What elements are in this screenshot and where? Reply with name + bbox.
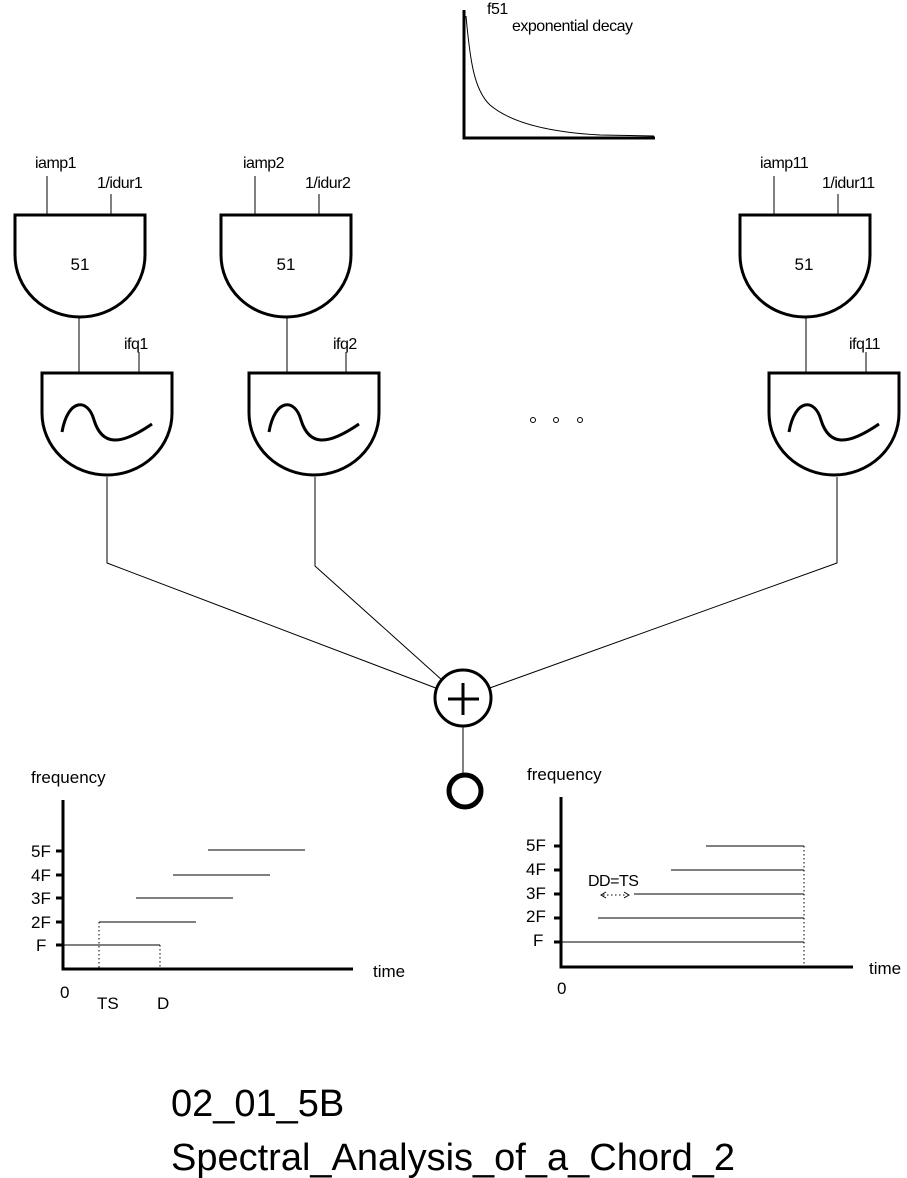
- graph-right-ylabel: frequency: [527, 765, 602, 784]
- decay-caption: exponential decay: [512, 18, 633, 35]
- graph-right-xlabel: time: [869, 959, 901, 978]
- graph-left-xlabel: time: [373, 962, 405, 981]
- voice-11-freq-label: ifq11: [849, 336, 881, 353]
- voice-1-sine-icon: [60, 403, 153, 442]
- decay-curve: [465, 15, 655, 137]
- voice-2: iamp2 1/idur2 51 ifq2: [219, 155, 463, 699]
- voice-2-output-line: [314, 477, 463, 699]
- graph-left: frequency time 5F 4F 3F 2F F 0 TS D: [31, 768, 405, 1013]
- graph-right-ytick-2F: 2F: [526, 907, 546, 926]
- graph-left-ytick-5F: 5F: [31, 842, 51, 861]
- graph-left-ytick-F: F: [36, 936, 46, 955]
- graph-left-ytick-2F: 2F: [31, 913, 51, 932]
- voice-1-amp-label: iamp1: [35, 155, 77, 172]
- voice-2-amp-label: iamp2: [243, 155, 285, 172]
- voice-1-freq-label: ifq1: [124, 336, 148, 353]
- ellipsis: [530, 417, 583, 423]
- voice-1-table-number: 51: [71, 255, 90, 274]
- voice-2-oscillator-unit: [247, 371, 381, 477]
- voice-2-freq-label: ifq2: [333, 336, 357, 353]
- caption-title: Spectral_Analysis_of_a_Chord_2: [171, 1137, 735, 1178]
- graph-right-arrowhead-left: [600, 891, 607, 899]
- voice-11-amp-label: iamp11: [760, 155, 809, 172]
- graph-left-axes: [61, 800, 353, 971]
- graph-left-ylabel: frequency: [31, 768, 106, 787]
- graph-left-xtick-TS: TS: [97, 994, 119, 1013]
- voice-2-table-number: 51: [277, 255, 296, 274]
- voice-11-sine-icon: [787, 403, 880, 442]
- voice-11-envelope-unit: [738, 213, 872, 319]
- voice-2-envelope-unit: [219, 213, 353, 319]
- decay-plot: f51 exponential decay: [462, 1, 655, 140]
- graph-right: frequency time 5F 4F 3F 2F F DD=TS 0: [526, 765, 901, 998]
- graph-right-ytick-4F: 4F: [526, 860, 546, 879]
- voice-2-dur-label: 1/idur2: [305, 175, 351, 192]
- decay-table-label: f51: [487, 1, 508, 18]
- voice-11-dur-label: 1/idur11: [822, 175, 875, 192]
- graph-right-ytick-5F: 5F: [526, 836, 546, 855]
- voice-1-oscillator-unit: [40, 371, 174, 477]
- graph-left-ytick-3F: 3F: [31, 889, 51, 908]
- graph-right-arrowhead-right: [623, 891, 630, 899]
- voice-1-dur-label: 1/idur1: [97, 175, 143, 192]
- graph-left-xtick-D: D: [157, 994, 169, 1013]
- graph-right-annotation: DD=TS: [588, 873, 638, 890]
- graph-left-ytick-4F: 4F: [31, 866, 51, 885]
- graph-right-xtick-0: 0: [557, 979, 566, 998]
- voice-1: iamp1 1/idur1 51 ifq1: [13, 155, 463, 699]
- graph-right-axes: [559, 797, 853, 969]
- voice-11-oscillator-unit: [767, 371, 901, 477]
- caption-code: 02_01_5B: [171, 1083, 344, 1125]
- decay-plot-axes: [462, 10, 655, 140]
- voice-11-table-number: 51: [795, 255, 814, 274]
- adder: [433, 668, 493, 728]
- voice-11: iamp11 1/idur11 51 ifq11: [461, 155, 901, 699]
- voice-2-sine-icon: [267, 403, 360, 442]
- graph-right-ytick-F: F: [533, 931, 543, 950]
- graph-left-xtick-0: 0: [60, 983, 69, 1002]
- voice-11-output-line: [461, 477, 838, 699]
- output-icon: [446, 772, 484, 810]
- voice-1-output-line: [106, 477, 463, 699]
- graph-right-ytick-3F: 3F: [526, 884, 546, 903]
- voice-1-envelope-unit: [13, 213, 147, 319]
